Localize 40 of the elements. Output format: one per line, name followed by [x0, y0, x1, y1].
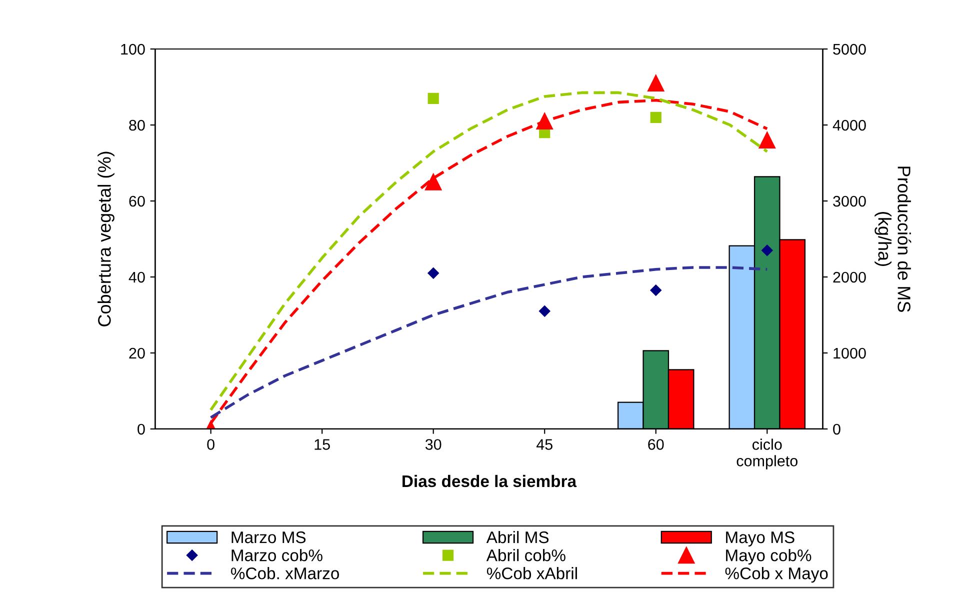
x-tick-label: ciclo completo: [736, 438, 798, 470]
x-tick-label: 60: [648, 439, 664, 450]
line-series: [209, 266, 769, 419]
point: [762, 244, 773, 256]
legend-label: Mayo cob%: [726, 549, 812, 565]
x-tick-label: 30: [425, 439, 442, 450]
y-axis-title: Cobertura vegetal (%): [98, 152, 114, 326]
point: [648, 74, 664, 92]
y2-axis-title: Producción de MS (kg/ha): [874, 166, 912, 312]
y-tick-label: 20: [129, 348, 145, 359]
legend-label: Marzo cob%: [232, 549, 322, 562]
y-tick-label: 60: [129, 196, 145, 207]
x-tick-label: 45: [536, 439, 552, 450]
legend-label: Abril cob%: [486, 549, 566, 562]
y-tick-label: 0: [138, 424, 145, 435]
x-tick-label: 0: [207, 439, 214, 450]
y2-tick-label: 3000: [833, 196, 866, 207]
legend-label: %Cob x Mayo: [725, 567, 828, 583]
point: [428, 92, 439, 104]
legend-label: Marzo MS: [232, 531, 306, 544]
legend-label: Mayo MS: [726, 531, 794, 547]
point: [650, 284, 662, 296]
point: [539, 306, 550, 317]
y2-tick-label: 0: [833, 424, 840, 435]
point: [650, 112, 662, 123]
y2-tick-label: 5000: [833, 44, 866, 55]
point: [425, 174, 442, 190]
y-tick-label: 40: [128, 272, 145, 283]
x-axis-title: Dias desde la siembra: [402, 474, 577, 488]
y-tick-label: 80: [129, 120, 145, 131]
y2-tick-label: 1000: [834, 348, 866, 359]
point: [428, 268, 439, 279]
legend-label: %Cob. xMarzo: [230, 567, 339, 580]
y2-tick-label: 4000: [832, 120, 866, 131]
point: [758, 132, 776, 149]
legend-label: %Cob xAbril: [486, 567, 577, 580]
x-tick-label: 15: [314, 439, 330, 450]
y-tick-label: 100: [121, 44, 145, 55]
y2-tick-label: 2000: [833, 272, 866, 283]
legend-label: Abril MS: [486, 530, 549, 544]
